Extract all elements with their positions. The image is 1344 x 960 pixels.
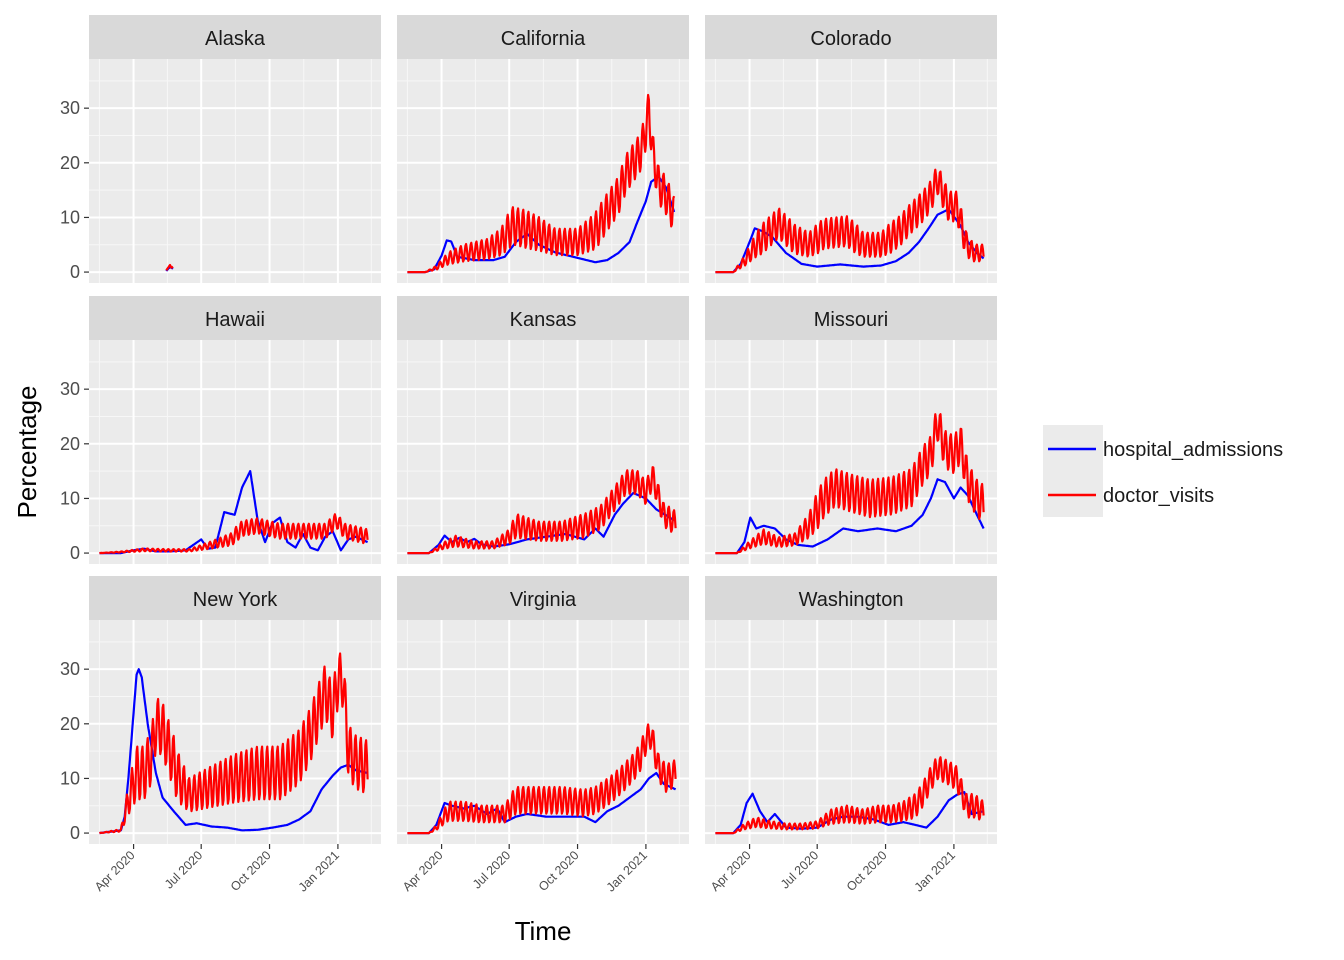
panel-washington: Washington Apr 2020 Jul 2020 Oct 2020 Jan 20… [705, 576, 997, 894]
legend-background [1043, 425, 1103, 517]
strip-virginia [397, 576, 689, 620]
y-tick-label: 30 [60, 659, 80, 679]
x-tick-label: Apr 2020 [400, 848, 446, 894]
strip-california [397, 15, 689, 59]
panel-kansas: Kansas [397, 296, 689, 564]
y-tick-label: 10 [60, 488, 80, 508]
strip-label-alaska: Alaska [205, 28, 266, 50]
y-tick-label: 0 [70, 543, 80, 563]
x-axis-title: Time [515, 916, 572, 946]
y-tick-label: 10 [60, 768, 80, 788]
strip-label-kansas: Kansas [510, 309, 577, 331]
series-line-doctor-visits-hawaii [98, 513, 369, 555]
series-line-hospital-admissions-missouri [714, 478, 985, 555]
x-tick-label: Jan 2021 [912, 848, 958, 894]
strip-hawaii [89, 296, 381, 340]
panel-virginia: Virginia Apr 2020 Jul 2020 Oct 2020 Jan 2021 [397, 576, 689, 894]
gridlines-kansas [397, 340, 689, 564]
series-line-doctor-visits-new-york [98, 652, 369, 835]
series-line-hospital-admissions-colorado [714, 208, 985, 274]
strip-colorado [705, 15, 997, 59]
gridlines-washington [705, 620, 997, 844]
strip-label-virginia: Virginia [510, 589, 577, 611]
strip-alaska [89, 15, 381, 59]
series-line-doctor-visits-alaska [165, 263, 174, 271]
x-tick-label: Jul 2020 [162, 848, 205, 891]
x-tick-label: Jul 2020 [778, 848, 821, 891]
y-tick-label: 0 [70, 823, 80, 843]
y-tick-label: 30 [60, 98, 80, 118]
y-tick-label: 10 [60, 207, 80, 227]
strip-missouri [705, 296, 997, 340]
strip-label-hawaii: Hawaii [205, 309, 265, 331]
y-tick-label: 20 [60, 153, 80, 173]
x-tick-label: Jan 2021 [604, 848, 650, 894]
x-tick-label: Apr 2020 [708, 848, 754, 894]
strip-kansas [397, 296, 689, 340]
strip-washington [705, 576, 997, 620]
series-line-doctor-visits-kansas [407, 466, 677, 555]
series-line-doctor-visits-virginia [407, 723, 677, 835]
panel-missouri: Missouri [705, 296, 997, 564]
legend: hospital_admissions doctor_visits [1043, 425, 1283, 517]
gridlines-alaska [89, 59, 381, 283]
facet-panels: Alaska 0 10 20 30 California Colorado Hawaii 0 10… [60, 15, 997, 894]
panel-hawaii: Hawaii 0 10 20 30 [60, 296, 381, 564]
strip-label-missouri: Missouri [814, 309, 888, 331]
legend-label-hospital-admissions: hospital_admissions [1103, 439, 1283, 461]
series-line-doctor-visits-washington [714, 756, 985, 835]
x-tick-label: Oct 2020 [228, 848, 274, 894]
series-line-doctor-visits-california [407, 93, 676, 274]
gridlines-california [397, 59, 689, 283]
strip-label-new-york: New York [193, 589, 278, 611]
series-line-doctor-visits-missouri [714, 413, 985, 555]
strip-new-york [89, 576, 381, 620]
y-tick-label: 20 [60, 714, 80, 734]
series-line-hospital-admissions-new-york [98, 668, 368, 835]
x-tick-label: Jul 2020 [470, 848, 513, 891]
y-tick-label: 30 [60, 379, 80, 399]
x-tick-label: Oct 2020 [536, 848, 582, 894]
series-line-doctor-visits-colorado [714, 168, 985, 274]
x-tick-label: Jan 2021 [296, 848, 342, 894]
strip-label-colorado: Colorado [810, 28, 891, 50]
x-tick-label: Apr 2020 [92, 848, 138, 894]
legend-label-doctor-visits: doctor_visits [1103, 485, 1214, 507]
y-axis-title: Percentage [12, 386, 42, 519]
strip-label-california: California [501, 28, 586, 50]
panel-new-york: New York 0 10 20 30 Apr 2020 Jul 2020 Oct 2020 J… [60, 576, 381, 894]
x-tick-label: Oct 2020 [844, 848, 890, 894]
y-tick-label: 0 [70, 262, 80, 282]
y-tick-label: 20 [60, 434, 80, 454]
strip-label-washington: Washington [799, 589, 904, 611]
panel-california: California [397, 15, 689, 283]
panel-alaska: Alaska 0 10 20 30 [60, 15, 381, 283]
panel-colorado: Colorado [705, 15, 997, 283]
